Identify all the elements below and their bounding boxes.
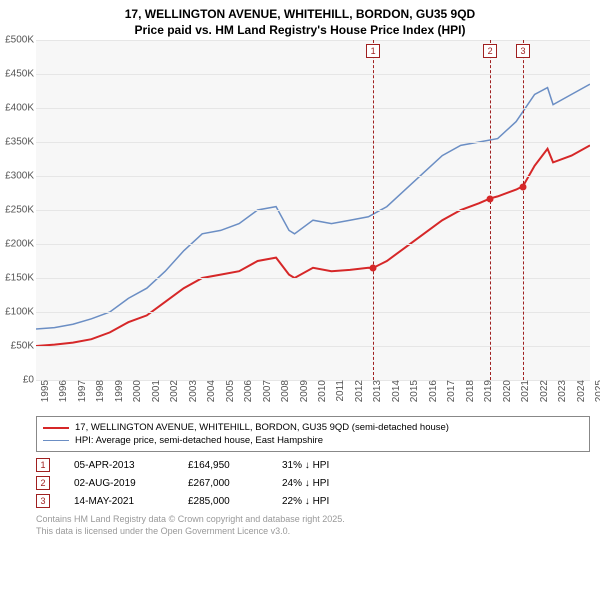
sales-marker: 3	[36, 494, 50, 508]
x-tick-label: 2002	[169, 380, 180, 402]
x-tick-label: 2003	[188, 380, 199, 402]
plot-area: £0£50K£100K£150K£200K£250K£300K£350K£400…	[36, 40, 590, 380]
series-hpi	[36, 85, 590, 330]
sales-marker: 2	[36, 476, 50, 490]
sales-row: 3 14-MAY-2021 £285,000 22% ↓ HPI	[36, 492, 590, 510]
x-tick-label: 2013	[372, 380, 383, 402]
x-tick-label: 2008	[280, 380, 291, 402]
chart-container: 17, WELLINGTON AVENUE, WHITEHILL, BORDON…	[0, 0, 600, 538]
x-tick-label: 2000	[132, 380, 143, 402]
x-tick-label: 2010	[317, 380, 328, 402]
x-tick-label: 1995	[40, 380, 51, 402]
x-tick-label: 1999	[114, 380, 125, 402]
x-tick-label: 2001	[151, 380, 162, 402]
chart-title: 17, WELLINGTON AVENUE, WHITEHILL, BORDON…	[0, 0, 600, 40]
sale-dot	[519, 183, 526, 190]
legend-swatch-hpi	[43, 440, 69, 441]
x-tick-label: 2016	[428, 380, 439, 402]
x-tick-label: 2020	[502, 380, 513, 402]
footer-line2: This data is licensed under the Open Gov…	[36, 526, 590, 538]
title-line1: 17, WELLINGTON AVENUE, WHITEHILL, BORDON…	[0, 6, 600, 22]
x-tick-label: 2025	[594, 380, 600, 402]
grid-line	[36, 312, 590, 313]
sales-marker: 1	[36, 458, 50, 472]
legend: 17, WELLINGTON AVENUE, WHITEHILL, BORDON…	[36, 416, 590, 452]
grid-line	[36, 176, 590, 177]
legend-label-hpi: HPI: Average price, semi-detached house,…	[75, 435, 323, 446]
sales-table: 1 05-APR-2013 £164,950 31% ↓ HPI 2 02-AUG-201…	[36, 456, 590, 510]
grid-line	[36, 108, 590, 109]
sales-row: 1 05-APR-2013 £164,950 31% ↓ HPI	[36, 456, 590, 474]
sales-row: 2 02-AUG-2019 £267,000 24% ↓ HPI	[36, 474, 590, 492]
x-tick-label: 2009	[299, 380, 310, 402]
marker-line	[373, 40, 374, 380]
footer-line1: Contains HM Land Registry data © Crown c…	[36, 514, 590, 526]
marker-line	[523, 40, 524, 380]
y-tick-label: £200K	[0, 239, 34, 250]
x-tick-label: 2011	[335, 380, 346, 402]
x-tick-label: 1998	[95, 380, 106, 402]
marker-box: 3	[516, 44, 530, 58]
y-tick-label: £100K	[0, 307, 34, 318]
sales-date: 05-APR-2013	[74, 460, 164, 471]
y-tick-label: £300K	[0, 171, 34, 182]
x-tick-label: 2019	[483, 380, 494, 402]
grid-line	[36, 346, 590, 347]
y-tick-label: £0	[0, 375, 34, 386]
marker-box: 2	[483, 44, 497, 58]
x-tick-label: 1997	[77, 380, 88, 402]
grid-line	[36, 210, 590, 211]
grid-line	[36, 142, 590, 143]
x-tick-label: 1996	[58, 380, 69, 402]
y-tick-label: £150K	[0, 273, 34, 284]
sales-delta: 31% ↓ HPI	[282, 460, 362, 471]
grid-line	[36, 244, 590, 245]
x-tick-label: 2006	[243, 380, 254, 402]
sale-dot	[370, 265, 377, 272]
sales-price: £164,950	[188, 460, 258, 471]
sales-date: 02-AUG-2019	[74, 478, 164, 489]
y-tick-label: £500K	[0, 35, 34, 46]
grid-line	[36, 74, 590, 75]
y-tick-label: £350K	[0, 137, 34, 148]
sale-dot	[487, 195, 494, 202]
legend-row-hpi: HPI: Average price, semi-detached house,…	[43, 434, 583, 447]
x-tick-label: 2015	[409, 380, 420, 402]
x-tick-label: 2017	[446, 380, 457, 402]
x-tick-label: 2007	[262, 380, 273, 402]
x-tick-label: 2022	[539, 380, 550, 402]
x-tick-label: 2021	[520, 380, 531, 402]
sales-price: £267,000	[188, 478, 258, 489]
x-tick-label: 2018	[465, 380, 476, 402]
x-tick-label: 2014	[391, 380, 402, 402]
marker-box: 1	[366, 44, 380, 58]
sales-delta: 24% ↓ HPI	[282, 478, 362, 489]
y-tick-label: £450K	[0, 69, 34, 80]
marker-line	[490, 40, 491, 380]
sales-date: 14-MAY-2021	[74, 496, 164, 507]
sales-delta: 22% ↓ HPI	[282, 496, 362, 507]
legend-label-price: 17, WELLINGTON AVENUE, WHITEHILL, BORDON…	[75, 422, 449, 433]
sales-price: £285,000	[188, 496, 258, 507]
title-line2: Price paid vs. HM Land Registry's House …	[0, 22, 600, 38]
x-tick-label: 2005	[225, 380, 236, 402]
grid-line	[36, 278, 590, 279]
y-tick-label: £50K	[0, 341, 34, 352]
y-tick-label: £250K	[0, 205, 34, 216]
grid-line	[36, 40, 590, 41]
x-tick-label: 2023	[557, 380, 568, 402]
x-axis: 1995 1996 1997 1998 1999 2000 2001 2002 2003 2004…	[36, 380, 590, 410]
x-tick-label: 2004	[206, 380, 217, 402]
y-tick-label: £400K	[0, 103, 34, 114]
footer: Contains HM Land Registry data © Crown c…	[36, 514, 590, 537]
x-tick-label: 2024	[576, 380, 587, 402]
x-tick-label: 2012	[354, 380, 365, 402]
legend-row-price: 17, WELLINGTON AVENUE, WHITEHILL, BORDON…	[43, 421, 583, 434]
legend-swatch-price	[43, 427, 69, 429]
